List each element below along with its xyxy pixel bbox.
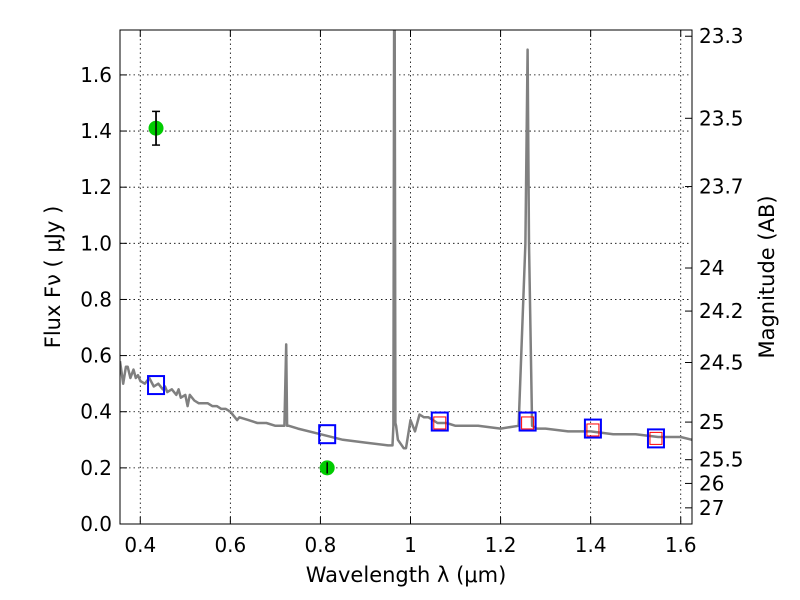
clipped-data bbox=[120, 30, 692, 476]
x-tick-label: 0.6 bbox=[214, 533, 246, 557]
y-axis-title: Flux Fν ( μJy ) bbox=[41, 206, 65, 349]
plot-frame bbox=[119, 29, 693, 525]
model-spectrum-line bbox=[120, 30, 692, 450]
right-tick-label: 24.2 bbox=[699, 299, 744, 323]
y-tick-label: 0.8 bbox=[80, 287, 112, 311]
grid bbox=[120, 30, 692, 525]
y-tick-label: 1.0 bbox=[80, 231, 112, 255]
model-photometry-square bbox=[147, 375, 166, 396]
x-tick-label: 1 bbox=[404, 533, 417, 557]
x-tick-label: 1.4 bbox=[575, 533, 607, 557]
observed-nir-square bbox=[586, 423, 600, 437]
right-tick-label: 23.3 bbox=[699, 24, 744, 48]
right-tick-label: 25 bbox=[699, 410, 724, 434]
model-photometry-square bbox=[430, 411, 449, 432]
y-tick-label: 1.6 bbox=[80, 63, 112, 87]
right-axis-title: Magnitude (AB) bbox=[755, 195, 779, 358]
y-tick-label: 0.0 bbox=[80, 512, 112, 536]
observed-nir-square bbox=[649, 431, 663, 445]
observed-nir-square bbox=[521, 416, 535, 430]
y-tick-label: 0.2 bbox=[80, 456, 112, 480]
x-tick-label: 0.8 bbox=[305, 533, 337, 557]
ticks: 0.4 0.6 0.8 1 1.2 1.4 1.6 0.0 0.2 0.4 0.6 0.8 1.0 1.2… bbox=[80, 24, 743, 557]
y-tick-label: 0.4 bbox=[80, 400, 112, 424]
right-tick-label: 25.5 bbox=[699, 448, 744, 472]
x-tick-label: 1.2 bbox=[485, 533, 517, 557]
model-photometry-square bbox=[318, 424, 337, 445]
x-tick-label: 0.4 bbox=[124, 533, 156, 557]
right-tick-label: 24.5 bbox=[699, 350, 744, 374]
x-axis-title: Wavelength λ (μm) bbox=[306, 563, 507, 587]
right-tick-label: 23.5 bbox=[699, 106, 744, 130]
right-tick-label: 23.7 bbox=[699, 175, 744, 199]
right-tick-label: 24 bbox=[699, 256, 724, 280]
model-photometry-square bbox=[646, 428, 665, 449]
x-tick-label: 1.6 bbox=[665, 533, 697, 557]
model-photometry-square bbox=[583, 418, 602, 439]
observed-nir-square bbox=[433, 416, 447, 430]
right-tick-label: 27 bbox=[699, 496, 724, 520]
y-tick-label: 1.4 bbox=[80, 119, 112, 143]
right-tick-label: 26 bbox=[699, 471, 724, 495]
data-layer bbox=[120, 30, 692, 476]
y-tick-label: 1.2 bbox=[80, 175, 112, 199]
y-tick-label: 0.6 bbox=[80, 344, 112, 368]
model-photometry-square bbox=[518, 411, 537, 432]
